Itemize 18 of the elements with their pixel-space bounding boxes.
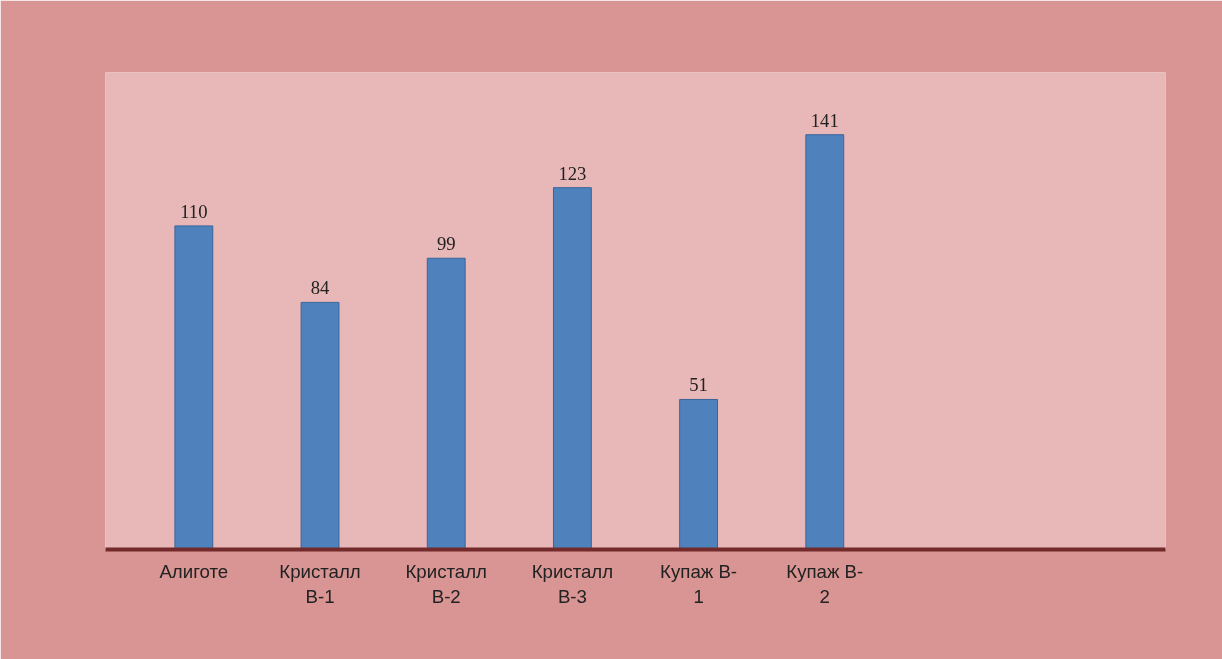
data-label: 110 — [180, 200, 208, 222]
x-tick-label: Кристалл В-2 — [405, 560, 487, 607]
x-tick-label: Кристалл В-1 — [279, 560, 361, 607]
x-tick-label: Купаж В-2 — [786, 560, 864, 607]
data-label: 141 — [810, 109, 839, 131]
x-tick-label: Кристалл В-3 — [531, 560, 614, 607]
data-label: 51 — [689, 374, 708, 396]
bar — [174, 225, 214, 550]
bar — [805, 134, 845, 550]
data-label: 84 — [310, 277, 331, 299]
bar — [552, 187, 592, 550]
bar — [679, 398, 719, 550]
bar — [300, 301, 340, 550]
bar — [426, 257, 466, 550]
x-tick-label: Алиготе — [159, 560, 229, 582]
data-label: 99 — [436, 233, 456, 255]
x-tick-label: Купаж В-1 — [660, 560, 738, 607]
data-label: 123 — [558, 162, 587, 184]
